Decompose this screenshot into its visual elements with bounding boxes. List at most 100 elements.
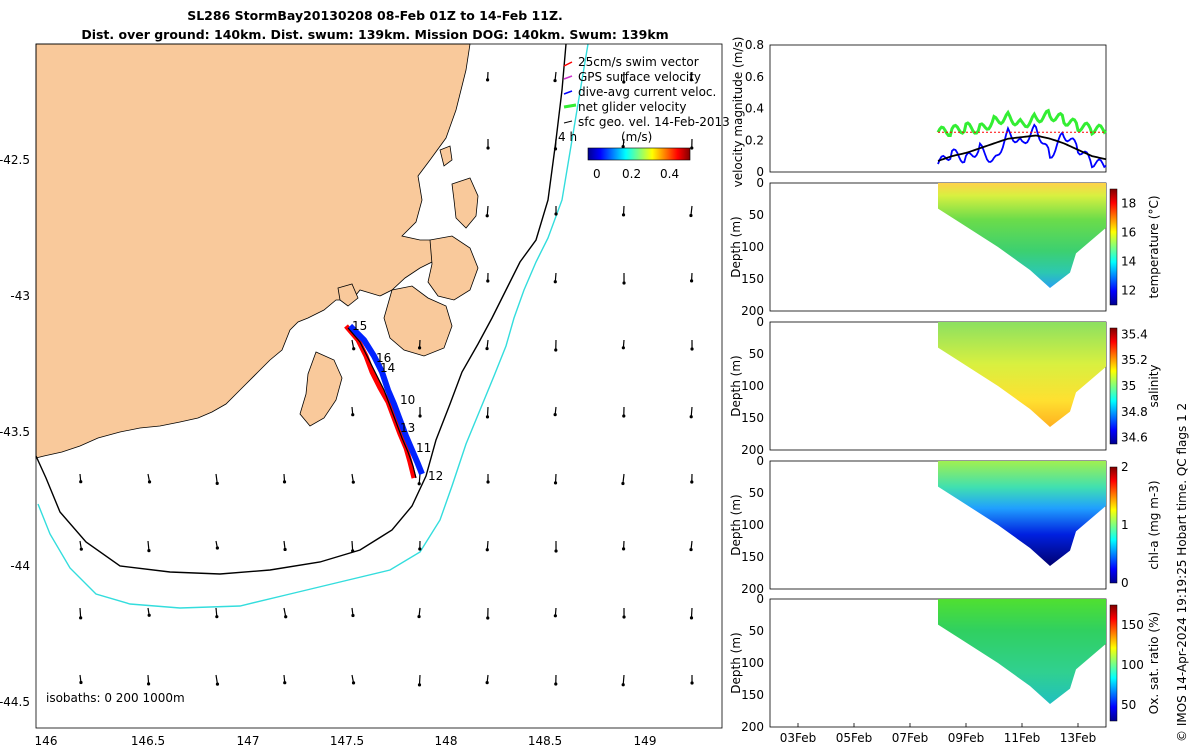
section-oxygen-y-tick-3: 150 <box>741 688 764 702</box>
colorbar-salinity-label: salinity <box>1147 364 1161 407</box>
vector-arrow-33 <box>486 406 489 417</box>
vector-arrow-head-14 <box>283 547 287 552</box>
legend-label-net: net glider velocity <box>578 100 686 114</box>
vector-arrow-head-22 <box>351 681 356 685</box>
vector-arrow-head-24 <box>418 414 422 418</box>
x-tick-147: 147 <box>237 734 260 748</box>
vector-arrow-39 <box>554 138 557 149</box>
vector-arrow-head-30 <box>486 146 490 150</box>
vector-arrow-head-34 <box>485 415 490 419</box>
legend-item-swim-vector: 25cm/s swim vector <box>563 55 699 69</box>
vector-arrow-head-2 <box>79 547 83 551</box>
vector-arrow-head-40 <box>553 147 558 151</box>
map-panel: 15 16 14 10 13 11 12 25cm/s swim vector … <box>0 43 730 748</box>
map-colorbar-tick-2: 0.4 <box>660 167 679 181</box>
plot-title: SL286 StormBay20130208 08-Feb 01Z to 14-… <box>187 8 563 23</box>
x-tick-146-5: 146.5 <box>131 734 165 748</box>
colorbar-salinity-tick-2: 35 <box>1121 379 1136 393</box>
vector-arrow-head-55 <box>621 481 625 486</box>
legend-label-dive: dive-avg current veloc. <box>578 85 716 99</box>
glider-label-14: 14 <box>380 361 395 375</box>
vector-arrow-head-41 <box>554 212 558 216</box>
maria-island <box>451 177 479 229</box>
vector-arrow-head-4 <box>79 680 83 685</box>
colorbar-oxygen-tick-1: 100 <box>1121 658 1144 672</box>
section-chl-a-y-tick-2: 100 <box>741 518 764 532</box>
vector-arrow-head-58 <box>621 683 625 687</box>
vector-arrow-head-37 <box>486 616 490 620</box>
vector-arrow-63 <box>690 406 693 417</box>
x-tick-148-5: 148.5 <box>528 734 562 748</box>
vector-arrow-head-20 <box>351 549 355 553</box>
y-tick-42-5: -42.5 <box>0 153 30 167</box>
glider-label-12: 12 <box>428 469 443 483</box>
vector-arrow-head-60 <box>690 146 694 150</box>
vector-arrow-head-3 <box>79 616 83 620</box>
section-salinity-y-tick-0: 0 <box>756 315 764 329</box>
section-fill-oxygen <box>938 599 1106 704</box>
colorbar-oxygen <box>1109 604 1118 722</box>
land-area <box>35 43 479 459</box>
vector-arrow-head-68 <box>690 681 694 685</box>
y-tick-43-5: -43.5 <box>0 425 30 439</box>
time-tick-0: 03Feb <box>780 731 817 745</box>
velocity-y-tick-3: 0.6 <box>745 70 764 84</box>
velocity-line-1 <box>937 123 1107 169</box>
vector-arrow-head-23 <box>417 346 422 350</box>
velocity-y-tick-0: 0 <box>756 165 764 179</box>
vector-arrow-head-53 <box>621 346 625 350</box>
velocity-y-tick-4: 0.8 <box>745 38 764 52</box>
time-tick-2: 07Feb <box>892 731 929 745</box>
vector-arrow-head-59 <box>689 78 693 82</box>
colorbar-temperature-tick-3: 18 <box>1121 197 1136 211</box>
x-tick-148: 148 <box>435 734 458 748</box>
vector-arrow-66 <box>690 607 693 618</box>
vector-arrow-head-49 <box>622 80 626 84</box>
vector-arrow-head-42 <box>553 280 557 284</box>
isobaths-label: isobaths: 0 200 1000m <box>46 691 185 705</box>
vector-arrow-head-15 <box>284 615 288 619</box>
vector-arrow-head-6 <box>147 549 151 553</box>
colorbar-temperature-label: temperature (°C) <box>1147 196 1161 299</box>
colorbar-chl-a-label: chl-a (mg m-3) <box>1147 480 1161 569</box>
vector-arrow-head-8 <box>146 682 151 686</box>
label-4h: 4 h <box>558 130 577 144</box>
map-x-ticks: 146 146.5 147 147.5 148 148.5 149 <box>35 734 657 748</box>
legend-swatch-swim <box>563 61 573 67</box>
section-temperature-y-tick-4: 200 <box>741 304 764 318</box>
section-temperature-ylabel: Depth (m) <box>729 216 743 277</box>
vector-arrow-head-62 <box>689 279 694 283</box>
glider-label-15: 15 <box>352 319 367 333</box>
section-panel-temperature: 0 50 100 150 200 Depth (m) 12 14 16 18 temperature… <box>729 176 1161 318</box>
velocity-line-0 <box>936 108 1107 137</box>
vector-arrow-head-66 <box>689 547 693 552</box>
bruny-island <box>299 351 343 427</box>
section-oxygen-y-tick-1: 50 <box>749 624 764 638</box>
vector-arrow-head-43 <box>554 348 558 352</box>
vector-arrow-head-52 <box>622 281 626 285</box>
section-fill-temperature <box>938 183 1106 288</box>
colorbar-salinity-tick-4: 35.4 <box>1121 327 1148 341</box>
legend-swatch-gps <box>563 75 573 80</box>
vector-arrow-head-28 <box>417 683 422 687</box>
vector-arrow-head-39 <box>553 78 557 83</box>
section-chl-a-ylabel: Depth (m) <box>729 494 743 555</box>
velocity-series <box>936 108 1107 169</box>
colorbar-oxygen-tick-2: 150 <box>1121 618 1144 632</box>
section-salinity-y-tick-2: 100 <box>741 379 764 393</box>
vector-arrow-head-25 <box>417 482 421 486</box>
velocity-line-2 <box>937 134 1107 162</box>
vector-arrow-head-10 <box>215 546 219 550</box>
section-chl-a-y-tick-4: 200 <box>741 582 764 596</box>
time-tick-4: 11Feb <box>1004 731 1041 745</box>
velocity-y-tick-1: 0.2 <box>745 133 764 147</box>
glider-path-line <box>347 327 417 479</box>
vector-arrow-head-19 <box>351 480 355 484</box>
section-temperature-y-tick-2: 100 <box>741 240 764 254</box>
schouten-island <box>439 145 453 167</box>
vector-arrow-head-46 <box>554 549 558 553</box>
plot-subtitle: Dist. over ground: 140km. Dist. swum: 13… <box>81 27 669 42</box>
